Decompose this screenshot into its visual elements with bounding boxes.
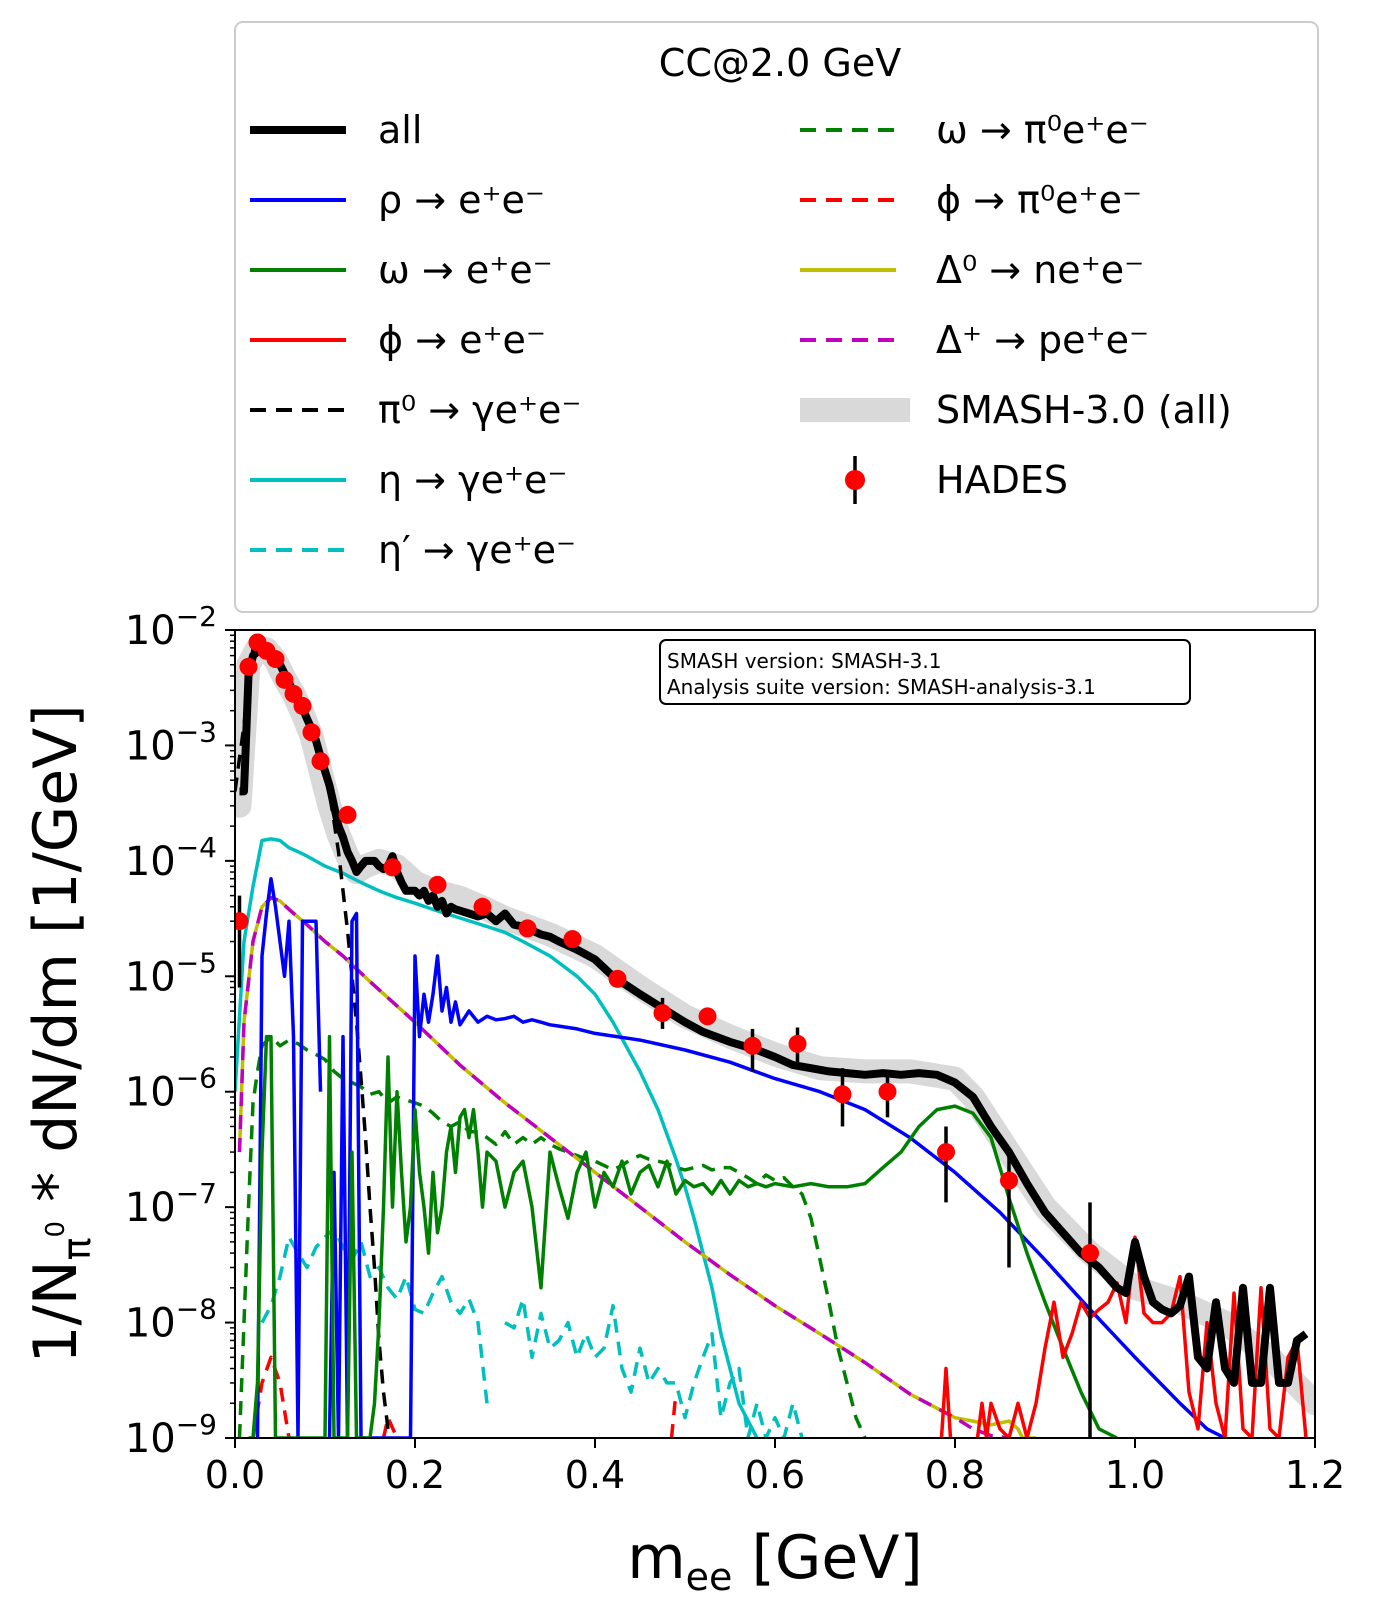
hades-point bbox=[239, 657, 258, 676]
hades-point bbox=[743, 1036, 762, 1055]
series-all-11 bbox=[239, 647, 1309, 1387]
legend-entry-0e-e: ϕ → π⁰e⁺e⁻ bbox=[800, 178, 1142, 222]
legend-label: ϕ → e⁺e⁻ bbox=[378, 318, 546, 362]
y-tick-label: 10−9 bbox=[125, 1408, 217, 1462]
plot-area: 0.0 0.2 0.4 0.6 0.8 1.0 1.2 10−210−310−410−510… bbox=[125, 600, 1345, 1497]
legend-label: ρ → e⁺e⁻ bbox=[378, 178, 545, 222]
hades-points bbox=[235, 633, 1099, 1438]
legend-label: η′ → γe⁺e⁻ bbox=[378, 528, 576, 572]
y-tick-label: 10−4 bbox=[125, 831, 217, 885]
annotation-line-1: SMASH version: SMASH-3.1 bbox=[667, 649, 941, 673]
series-e-e-3 bbox=[235, 837, 759, 1438]
series-layer bbox=[235, 635, 1315, 1438]
legend-entry-e-e: ρ → e⁺e⁻ bbox=[250, 178, 545, 222]
legend-entry-e-e: ω → e⁺e⁻ bbox=[250, 248, 553, 292]
hades-point bbox=[338, 805, 357, 824]
series-e-e-2 bbox=[260, 1226, 804, 1438]
legend-label: ω → π⁰e⁺e⁻ bbox=[936, 108, 1149, 152]
legend-swatch bbox=[845, 470, 865, 490]
legend-items: all ρ → e⁺e⁻ ω → e⁺e⁻ ϕ → e⁺e⁻ π⁰ → γe⁺e⁻ η →… bbox=[250, 108, 1232, 572]
legend-title: CC@2.0 GeV bbox=[659, 41, 901, 85]
legend-label: SMASH-3.0 (all) bbox=[936, 388, 1232, 432]
legend-entry-all: all bbox=[250, 108, 422, 152]
legend-entry-hades: HADES bbox=[845, 456, 1068, 504]
hades-point bbox=[563, 930, 582, 949]
x-tick-label: 0.6 bbox=[745, 1453, 805, 1497]
annotation-frame bbox=[659, 639, 1191, 705]
legend-label: all bbox=[378, 108, 422, 152]
hades-point bbox=[302, 723, 321, 742]
legend-entry-0-ne-e: Δ⁰ → ne⁺e⁻ bbox=[800, 248, 1144, 292]
hades-point bbox=[608, 969, 627, 988]
x-tick-label: 0.4 bbox=[565, 1453, 625, 1497]
hades-point bbox=[833, 1085, 852, 1104]
legend-entry-pe-e: Δ⁺ → pe⁺e⁻ bbox=[800, 318, 1149, 362]
hades-point bbox=[383, 858, 402, 877]
legend-label: Δ⁺ → pe⁺e⁻ bbox=[936, 318, 1149, 362]
hades-point bbox=[428, 875, 447, 894]
hades-point bbox=[518, 919, 537, 938]
legend-label: π⁰ → γe⁺e⁻ bbox=[378, 388, 581, 432]
hades-point bbox=[1000, 1171, 1018, 1190]
y-tick-label: 10−7 bbox=[125, 1177, 217, 1231]
hades-point bbox=[878, 1082, 897, 1101]
legend-entry-e-e: η′ → γe⁺e⁻ bbox=[250, 528, 576, 572]
legend-swatch bbox=[800, 398, 910, 422]
legend-label: η → γe⁺e⁻ bbox=[378, 458, 567, 502]
hades-point bbox=[937, 1143, 955, 1162]
y-axis-label: 1/Nπ0 * dN/dm [1/GeV] bbox=[21, 704, 99, 1363]
hades-point bbox=[473, 897, 492, 916]
legend-entry-0-e-e: π⁰ → γe⁺e⁻ bbox=[250, 388, 581, 432]
version-annotation: SMASH version: SMASH-3.1 Analysis suite … bbox=[659, 639, 1191, 705]
series-e-e-10 bbox=[939, 1235, 1308, 1438]
y-tick-label: 10−8 bbox=[125, 1293, 217, 1347]
hades-point bbox=[788, 1034, 807, 1053]
x-tick-label: 0.0 bbox=[205, 1453, 265, 1497]
legend-frame bbox=[234, 21, 1319, 613]
legend-label: Δ⁰ → ne⁺e⁻ bbox=[936, 248, 1144, 292]
legend: CC@2.0 GeV all ρ → e⁺e⁻ ω → e⁺e⁻ ϕ → e⁺e⁻ π⁰… bbox=[234, 21, 1319, 613]
legend-entry-0e-e: ω → π⁰e⁺e⁻ bbox=[800, 108, 1149, 152]
y-tick-label: 10−6 bbox=[125, 1062, 217, 1116]
hades-point bbox=[653, 1004, 672, 1023]
series-0e-e-4 bbox=[237, 1034, 867, 1438]
hades-point bbox=[293, 696, 312, 715]
legend-label: ϕ → π⁰e⁺e⁻ bbox=[936, 178, 1142, 222]
hades-point bbox=[1081, 1244, 1099, 1263]
legend-entry-e-e: η → γe⁺e⁻ bbox=[250, 458, 567, 502]
y-tick-label: 10−5 bbox=[125, 946, 217, 1000]
y-axis: 10−2 10−3 10−4 10−5 10−6 10−7 10−8 10−9 bbox=[125, 600, 235, 1462]
series-e-e-9 bbox=[248, 1034, 1118, 1438]
series-0e-e-1 bbox=[251, 1355, 678, 1438]
hades-point bbox=[235, 912, 249, 931]
legend-label: HADES bbox=[936, 458, 1068, 502]
x-tick-label: 1.2 bbox=[1285, 1453, 1345, 1497]
hades-point bbox=[698, 1007, 717, 1026]
x-axis-label: mee [GeV] bbox=[627, 1523, 923, 1599]
legend-label: ω → e⁺e⁻ bbox=[378, 248, 553, 292]
y-tick-label: 10−3 bbox=[125, 715, 217, 769]
legend-entry-smash-3-0-all: SMASH-3.0 (all) bbox=[800, 388, 1232, 432]
annotation-line-2: Analysis suite version: SMASH-analysis-3… bbox=[667, 675, 1096, 699]
y-tick-label: 10−2 bbox=[125, 600, 217, 654]
x-tick-label: 0.2 bbox=[385, 1453, 445, 1497]
hades-point bbox=[311, 752, 330, 771]
x-tick-label: 0.8 bbox=[925, 1453, 985, 1497]
x-axis: 0.0 0.2 0.4 0.6 0.8 1.0 1.2 bbox=[205, 1438, 1345, 1497]
x-tick-label: 1.0 bbox=[1105, 1453, 1165, 1497]
hades-point bbox=[266, 650, 285, 669]
legend-entry-e-e: ϕ → e⁺e⁻ bbox=[250, 318, 546, 362]
hades-point bbox=[275, 670, 294, 689]
plot-frame bbox=[234, 629, 1316, 1439]
series-0-ne-e-6 bbox=[237, 895, 1036, 1438]
series-e-e-8 bbox=[255, 876, 1226, 1438]
